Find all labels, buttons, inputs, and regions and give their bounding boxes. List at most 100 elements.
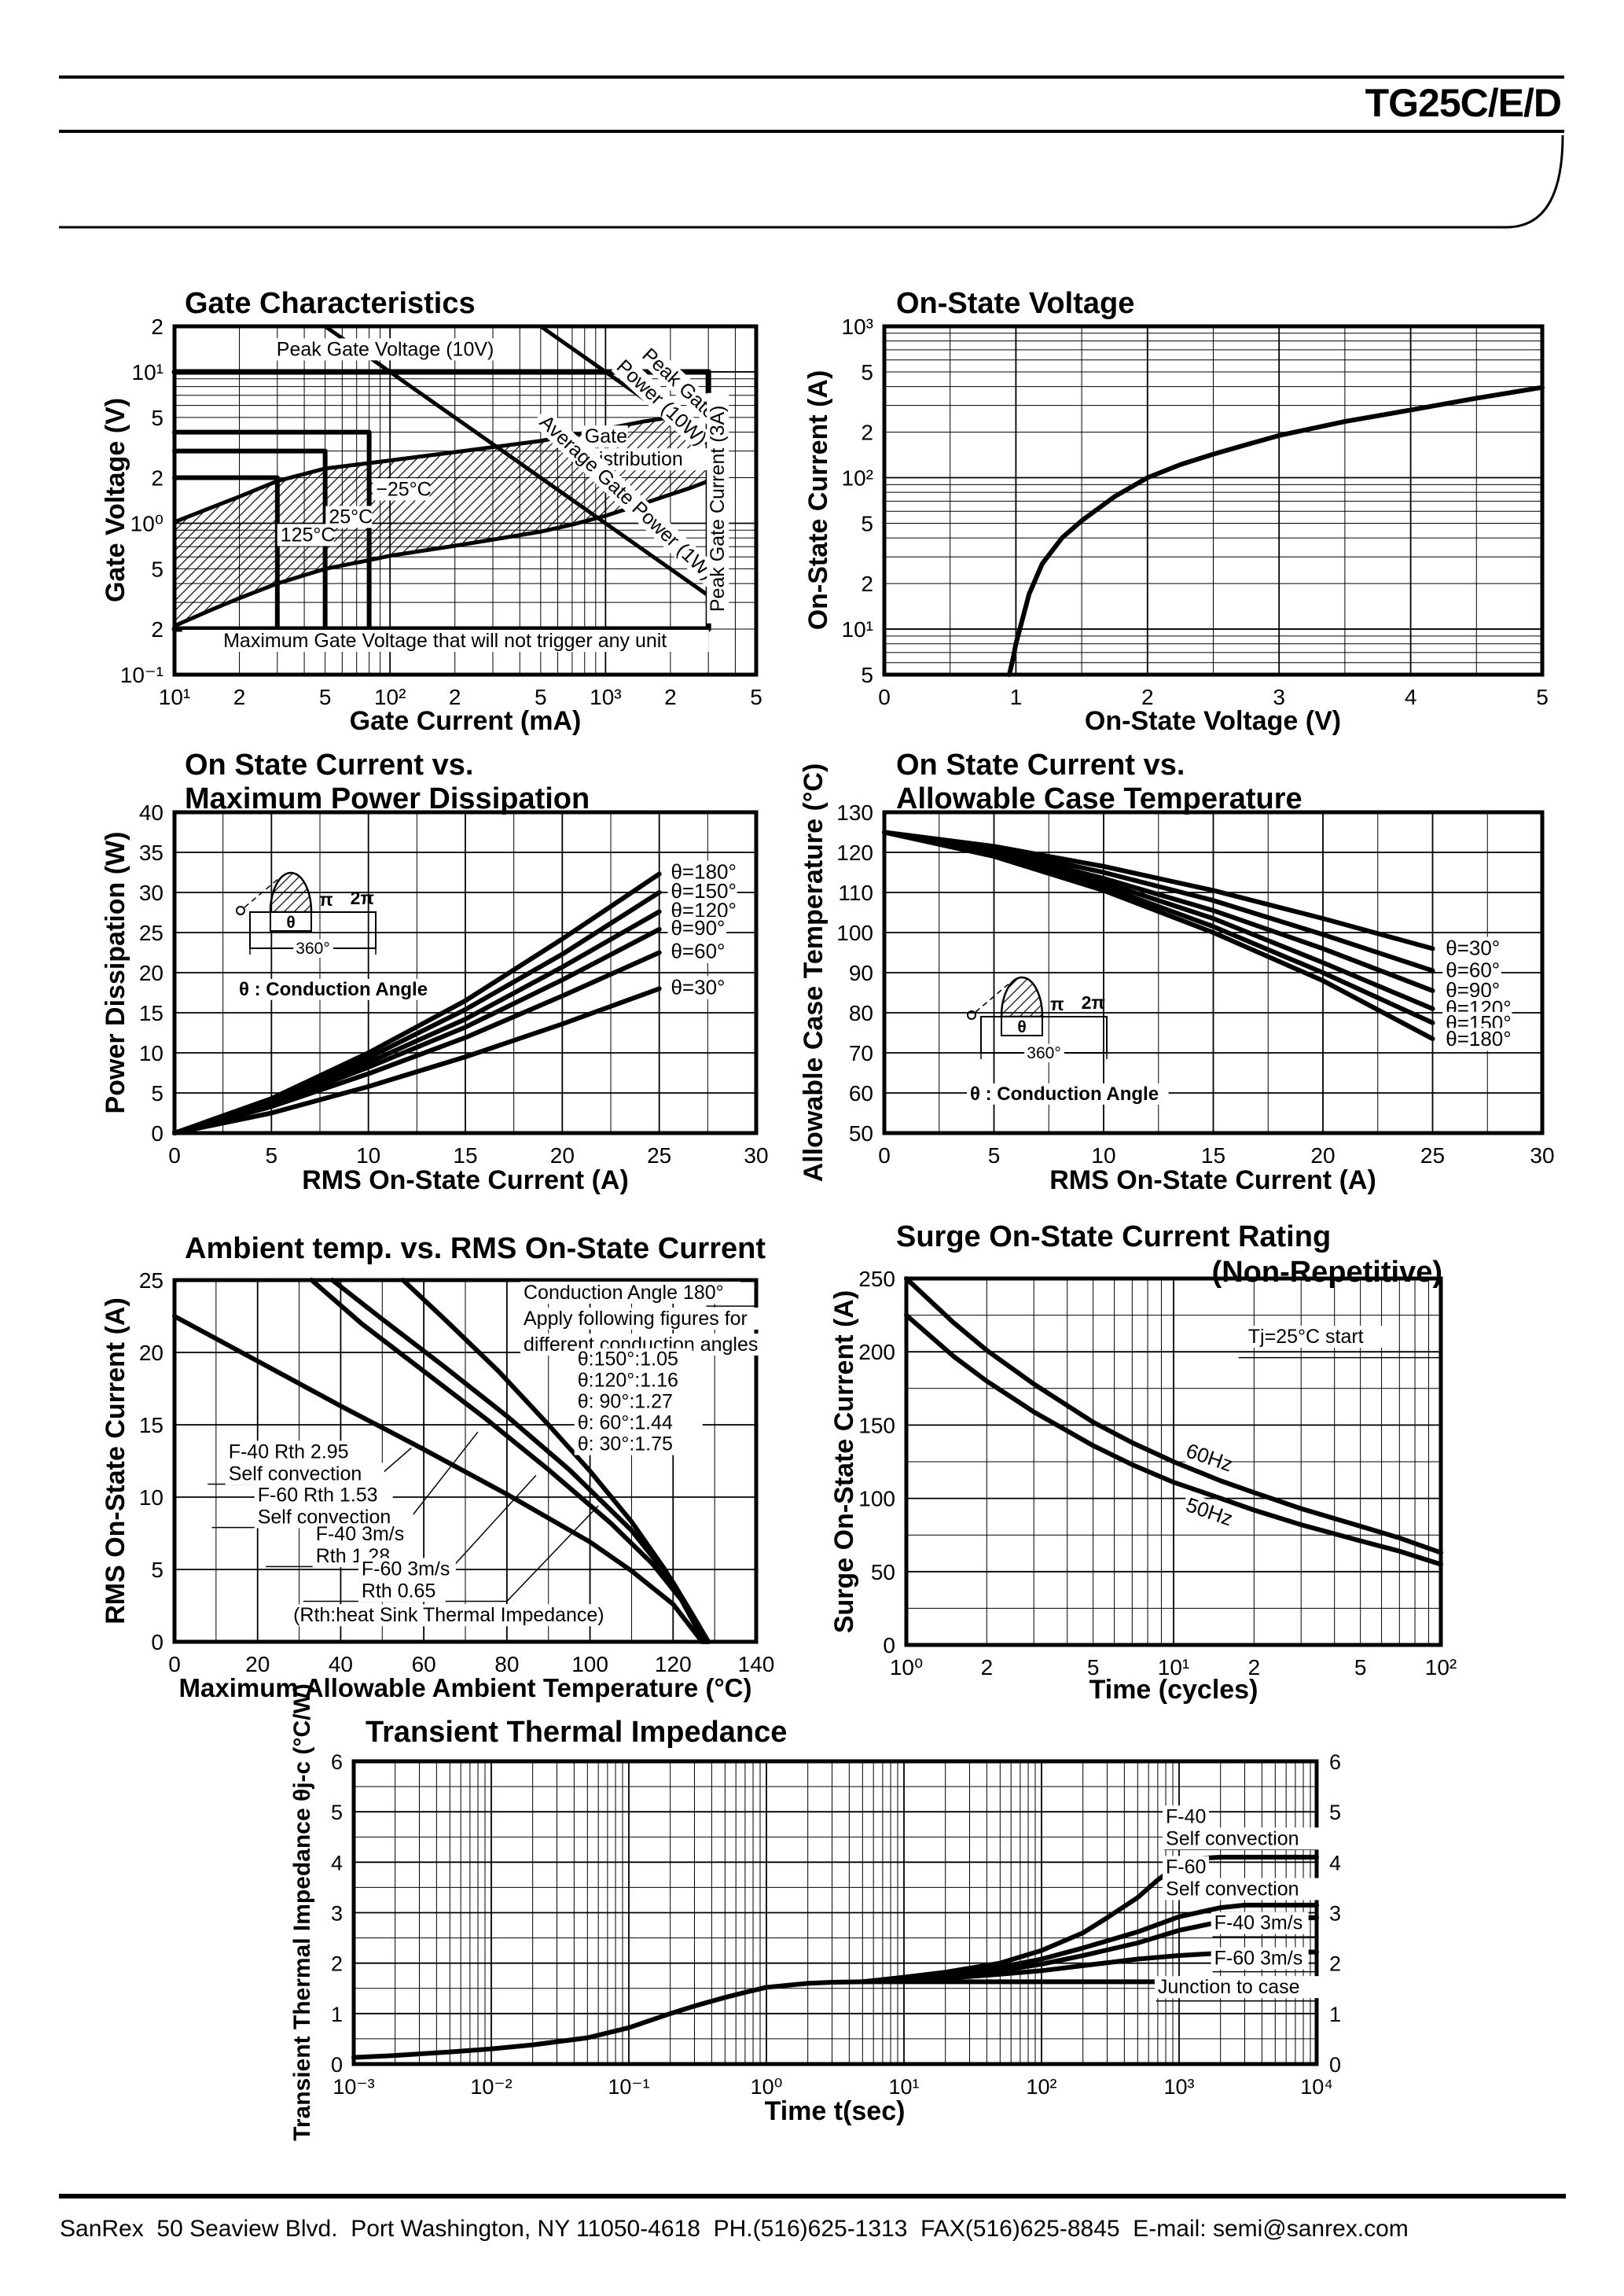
y-axis-title: RMS On-State Current (A) [101,1297,130,1624]
y-tick-label-group: 2 [331,1952,343,1976]
series-label-theta-30-group: θ=30° [667,975,727,999]
x-tick-label-group: 25 [647,1143,671,1168]
chart-title-group: On State Current vs. [896,749,1185,782]
y-tick-label-group: 0 [331,2053,343,2077]
y-tick-label: 0 [883,1633,895,1658]
y-axis-title-group: Allowable Case Temperature (°C) [799,763,829,1183]
plot-border [172,1278,759,1644]
x-tick-label-group: 20 [1310,1143,1335,1168]
y-tick-label-group: 15 [139,1001,164,1025]
annotation-text-group: θ: 60°:1.44 [574,1411,703,1434]
annotation-text-group: −25°C [373,478,432,501]
series-gate-distribution-upper [172,415,673,524]
y-tick-label: 70 [849,1041,873,1065]
y-tick-label: 5 [861,360,873,385]
annotation-text: Peak Gate Current (3A) [707,406,729,613]
y-tick-label: 150 [858,1413,895,1437]
y-axis-title-group: Surge On-State Current (A) [829,1290,859,1633]
x-tick-label: 5 [1536,685,1549,709]
x-tick-label-group: 10⁻¹ [608,2075,649,2099]
conduction-angle-inset: θ π 2π 360° θ : Conduction Angle [967,976,1169,1105]
x-tick-label: 10⁻¹ [608,2075,649,2099]
two-pi-label: 2π [1082,992,1105,1013]
y-tick-label: 2 [151,315,164,339]
label-background [667,940,727,963]
y-tick-label: 10¹ [132,360,164,385]
annotation-text: θ:120°:1.16 [578,1370,678,1392]
label-background [707,392,729,624]
label-background [574,1348,693,1371]
grid [884,326,1543,675]
x-tick-label-group: 10⁻² [470,2075,512,2099]
annotation-text-group: Maximum Gate Voltage that will not trigg… [182,629,709,652]
annotation-text-group: Self convection [1163,1878,1322,1900]
x-tick-label: 5 [750,685,762,709]
y-tick-label: 60 [849,1081,873,1106]
y-tick-label-group: 5 [861,511,873,535]
deg-360-label: 360° [296,940,329,958]
y-tick-label-right: 3 [1329,1902,1341,1926]
x-tick-label-group: 5 [266,1143,278,1168]
y-axis-title-group: Power Dissipation (W) [101,832,130,1114]
plot-border [882,810,1545,1135]
y-tick-label: 80 [849,1001,873,1025]
pi-label: π [319,889,333,910]
y-tick-label-group: 2 [861,572,873,596]
annotation-ambient-temperature-0: different conduction angles [520,1333,802,1356]
chart-title: Maximum Power Dissipation [185,782,590,815]
y-tick-label: 100 [836,921,873,945]
x-tick-label-group: 25 [1420,1143,1445,1168]
y-tick-label-group: 50 [849,1121,873,1146]
chart-title: On State Current vs. [896,749,1185,782]
x-tick-label: 10¹ [888,2075,919,2099]
y-tick-label: 0 [151,1630,164,1654]
series-label-theta-180: θ=180° [671,860,736,884]
x-tick-label: 20 [1310,1143,1335,1168]
annotation-text: Rth 0.65 [362,1580,436,1602]
y-tick-label: 2 [151,466,164,491]
annotation-ambient-temperature-6: (Rth:heat Sink Thermal Impedance) [277,1604,621,1627]
annotation-transient-thermal-impedance-3: F-60 3m/s [1211,1947,1309,1970]
chart-title-group: On-State Voltage [896,287,1134,320]
chart-title: Gate Characteristics [185,287,476,320]
conduction-angle-caption-group: θ : Conduction Angle [967,1083,1169,1105]
annotation-text-group: F-40 Rth 2.95 [225,1441,364,1463]
series-average-gate-power-1W [323,324,711,598]
chart-title-group: Allowable Case Temperature [896,782,1303,815]
x-tick-label-group: 10⁴ [1300,2075,1333,2099]
x-tick-label: 5 [1087,1655,1100,1680]
label-background [531,407,723,588]
y-tick-label-group: 25 [139,921,164,945]
label-background [225,1441,364,1463]
y-tick-label-group: 25 [139,1268,164,1293]
x-tick-label: 1 [1010,685,1023,709]
x-tick-label: 30 [1530,1143,1554,1168]
y-tick-label-group: 15 [139,1413,164,1437]
label-background [1211,1947,1309,1970]
theta-box [270,911,312,932]
x-tick-label-group: 10³ [1163,2075,1194,2099]
annotation-ambient-temperature-1: θ:150°:1.05 [574,1348,693,1371]
footer-address: SanRex 50 Seaview Blvd. Port Washington,… [60,2216,1409,2242]
annotation-gate-characteristics-2: Gate [581,425,628,448]
annotation-text-group: different conduction angles [520,1333,802,1356]
y-tick-label-group: 10 [139,1041,164,1065]
x-tick-label-group: 80 [494,1652,519,1676]
y-tick-label: 1 [331,2003,343,2026]
annotation-text-group: F-60 [1163,1856,1210,1878]
annotation-text: Junction to case [1158,1976,1300,1998]
annotation-ambient-temperature-0: Apply following figures for [520,1307,802,1330]
y-axis-title: Gate Voltage (V) [101,398,130,602]
label-background [1211,1911,1309,1934]
x-tick-label-group: 10⁰ [751,2075,783,2099]
y-tick-label-right-group: 4 [1329,1851,1341,1875]
x-tick-label-group: 140 [738,1652,775,1676]
annotation-text-group: θ: 30°:1.75 [574,1433,703,1455]
dashed-rise-line [975,981,1012,1013]
y-tick-label-group: 200 [858,1340,895,1364]
y-tick-label-group: 80 [849,1001,873,1025]
x-tick-label-group: 30 [1530,1143,1554,1168]
